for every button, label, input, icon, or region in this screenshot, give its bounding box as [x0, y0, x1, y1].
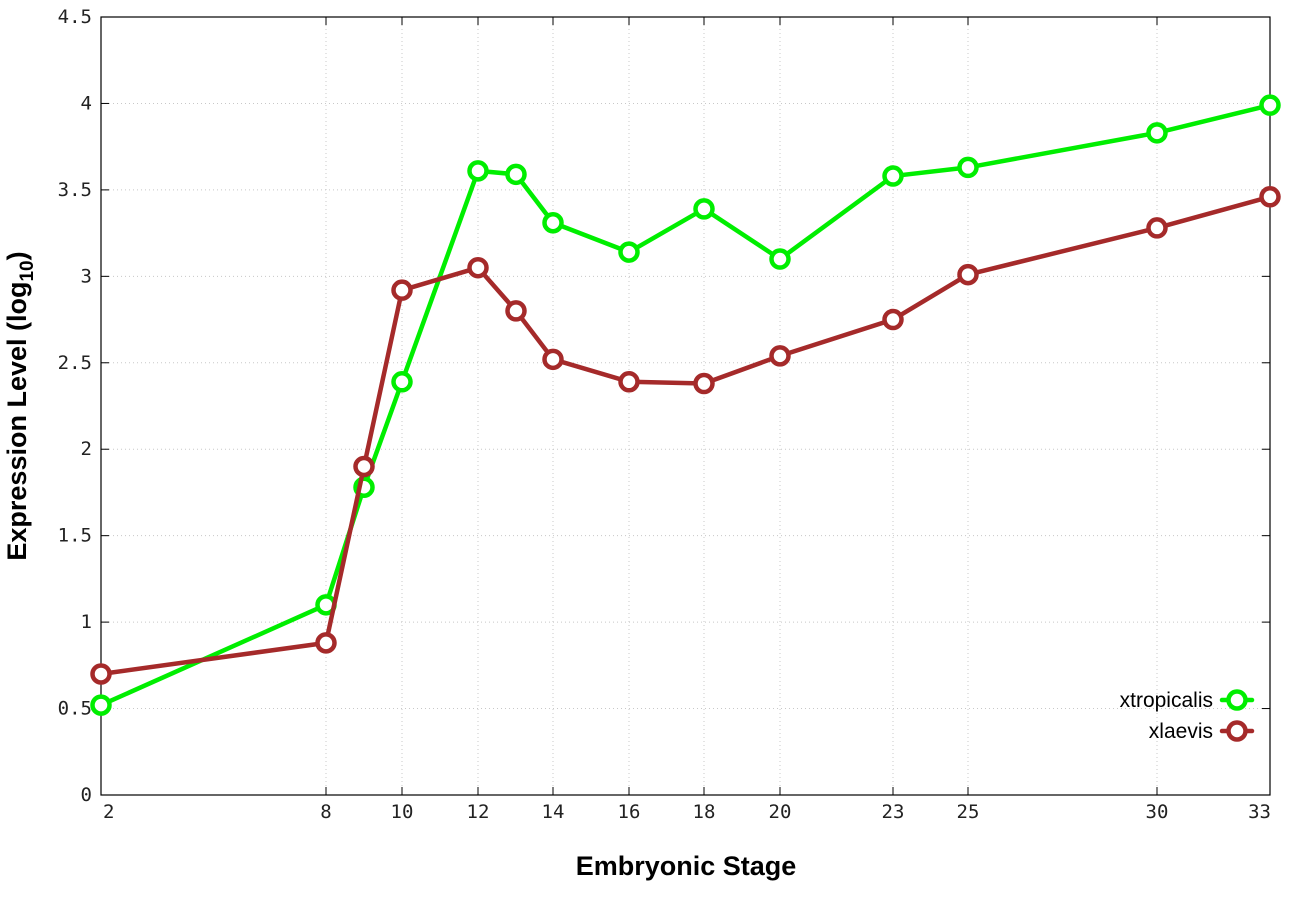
data-point-xlaevis: [957, 263, 979, 286]
y-tick-label: 0: [81, 784, 92, 806]
x-tick-label: 33: [1248, 801, 1271, 823]
y-tick-label: 3.5: [58, 179, 92, 201]
data-point-xlaevis: [467, 256, 489, 279]
legend-marker-xtropicalis: [1226, 689, 1248, 711]
y-tick-label: 3: [81, 265, 92, 287]
data-point-xtropicalis: [1259, 94, 1281, 116]
series-xtropicalis: [90, 94, 1281, 716]
x-tick-label: 30: [1146, 801, 1169, 823]
data-series: [90, 94, 1281, 716]
data-point-xlaevis: [391, 279, 413, 301]
data-point-xlaevis: [315, 632, 337, 654]
legend-label-xtropicalis: xtropicalis: [1120, 689, 1213, 712]
legend-marker-xlaevis: [1226, 720, 1248, 742]
data-point-xtropicalis: [391, 371, 413, 393]
y-tick-label: 1.5: [58, 525, 92, 547]
x-tick-label: 16: [618, 801, 641, 823]
y-tick-label: 2: [81, 438, 92, 460]
series-line-xlaevis: [98, 194, 1273, 677]
legend-label-xlaevis: xlaevis: [1149, 720, 1213, 743]
x-tick-label: 25: [957, 801, 980, 823]
x-axis-title: Embryonic Stage: [576, 851, 797, 881]
y-axis-title: Expression Level (log10): [2, 251, 38, 560]
x-tick-label: 18: [693, 801, 716, 823]
data-point-xtropicalis: [505, 163, 527, 186]
data-point-xlaevis: [618, 371, 640, 393]
y-tick-label: 4: [81, 92, 92, 114]
y-axis-title-subscript: 10: [17, 260, 38, 281]
data-point-xlaevis: [542, 348, 564, 371]
data-point-xlaevis: [1146, 217, 1168, 239]
axis-ticks: 0 0.5 1 1.5 2 2.5 3 3.5 4 4.5 2 8 10 12 14 16 18 20 23 25 30…: [58, 6, 1271, 823]
data-point-xtropicalis: [90, 694, 112, 716]
series-line-xtropicalis: [98, 102, 1273, 708]
legend: xtropicalis xlaevis: [1120, 689, 1255, 743]
y-tick-label: 2.5: [58, 352, 92, 374]
data-point-xlaevis: [693, 372, 715, 395]
x-tick-label: 23: [882, 801, 905, 823]
y-tick-label: 1: [81, 611, 92, 633]
y-axis-title-close: ): [2, 251, 32, 260]
data-point-xtropicalis: [693, 198, 715, 220]
series-xlaevis: [90, 186, 1281, 685]
x-tick-label: 14: [542, 801, 565, 823]
x-tick-label: 12: [467, 801, 490, 823]
data-point-xtropicalis: [957, 156, 979, 179]
y-tick-label: 0.5: [58, 698, 92, 720]
data-point-xlaevis: [769, 345, 791, 367]
data-point-xlaevis: [505, 300, 527, 322]
x-tick-label: 20: [769, 801, 792, 823]
data-point-xtropicalis: [467, 160, 489, 182]
x-tick-label: 8: [320, 801, 331, 823]
data-point-xtropicalis: [618, 241, 640, 263]
x-tick-label: 10: [391, 801, 414, 823]
data-point-xtropicalis: [769, 248, 791, 270]
data-point-xtropicalis: [1146, 122, 1168, 144]
data-point-xlaevis: [1259, 186, 1281, 208]
data-point-xtropicalis: [542, 211, 564, 234]
grid-lines: [101, 17, 1270, 795]
x-tick-label: 2: [103, 801, 114, 823]
data-point-xlaevis: [353, 455, 375, 478]
data-point-xlaevis: [882, 308, 904, 331]
y-axis-title-main: Expression Level (log: [2, 282, 32, 561]
data-point-xtropicalis: [882, 165, 904, 187]
data-point-xlaevis: [90, 663, 112, 685]
y-tick-label: 4.5: [58, 6, 92, 28]
plot-frame: [100, 16, 1271, 796]
